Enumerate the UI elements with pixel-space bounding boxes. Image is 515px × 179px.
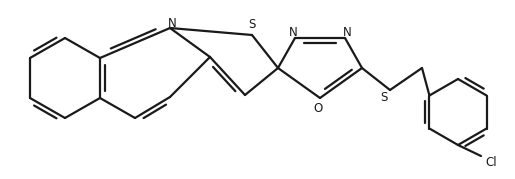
Text: O: O bbox=[313, 101, 322, 115]
Text: S: S bbox=[380, 91, 388, 103]
Text: N: N bbox=[342, 25, 351, 38]
Text: N: N bbox=[288, 25, 297, 38]
Text: N: N bbox=[167, 16, 176, 30]
Text: S: S bbox=[248, 18, 255, 30]
Text: Cl: Cl bbox=[485, 156, 497, 168]
